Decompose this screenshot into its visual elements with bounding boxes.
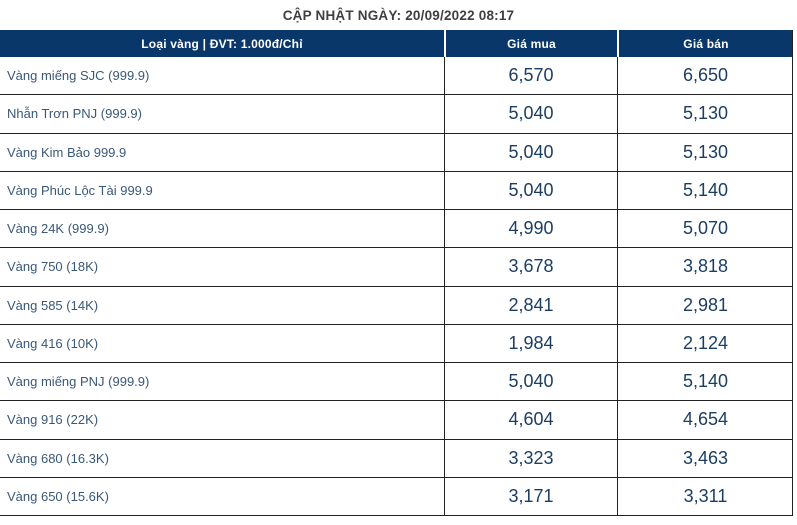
cell-gold-type: Vàng 650 (15.6K) xyxy=(7,488,109,504)
cell-sell-price: 2,124 xyxy=(617,324,793,362)
table-row: Vàng miếng PNJ (999.9) 5,040 5,140 xyxy=(0,363,793,402)
cell-buy-price: 3,678 xyxy=(444,248,617,286)
header-cell-gold-type: Loại vàng | ĐVT: 1.000đ/Chỉ xyxy=(141,36,303,51)
cell-gold-type: Vàng Kim Bảo 999.9 xyxy=(7,144,127,160)
table-row: Vàng miếng SJC (999.9) 6,570 6,650 xyxy=(0,57,793,96)
cell-buy-price: 5,040 xyxy=(444,95,617,133)
table-row: Vàng Phúc Lộc Tài 999.9 5,040 5,140 xyxy=(0,171,793,210)
table-row: Vàng 585 (14K) 2,841 2,981 xyxy=(0,286,793,325)
cell-sell-price: 2,981 xyxy=(617,286,793,324)
cell-gold-type: Vàng 416 (10K) xyxy=(7,335,99,351)
cell-buy-price: 5,040 xyxy=(444,133,617,171)
table-row: Vàng 916 (22K) 4,604 4,654 xyxy=(0,401,793,440)
cell-sell-price: 3,818 xyxy=(617,248,793,286)
cell-gold-type: Nhẫn Trơn PNJ (999.9) xyxy=(7,106,142,122)
cell-buy-price: 4,990 xyxy=(444,210,617,248)
update-date-bar: CẬP NHẬT NGÀY: 20/09/2022 08:17 xyxy=(0,0,797,30)
cell-sell-price: 3,311 xyxy=(617,477,793,515)
cell-sell-price: 5,140 xyxy=(617,363,793,401)
cell-gold-type: Vàng 585 (14K) xyxy=(7,297,99,313)
table-header-row: Loại vàng | ĐVT: 1.000đ/Chỉ Giá mua Giá … xyxy=(0,30,792,57)
cell-buy-price: 3,171 xyxy=(444,477,617,515)
cell-buy-price: 5,040 xyxy=(444,363,617,401)
cell-sell-price: 5,140 xyxy=(617,171,793,209)
cell-sell-price: 6,650 xyxy=(617,57,793,95)
table-row: Vàng Kim Bảo 999.9 5,040 5,130 xyxy=(0,133,793,172)
cell-gold-type: Vàng miếng SJC (999.9) xyxy=(7,68,150,84)
table-row: Vàng 24K (999.9) 4,990 5,070 xyxy=(0,210,793,249)
header-cell-buy-price: Giá mua xyxy=(444,30,617,57)
cell-buy-price: 2,841 xyxy=(444,286,617,324)
cell-buy-price: 6,570 xyxy=(444,57,617,95)
table-row: Vàng 750 (18K) 3,678 3,818 xyxy=(0,248,793,287)
cell-sell-price: 3,463 xyxy=(617,439,793,477)
table-row: Vàng 650 (15.6K) 3,171 3,311 xyxy=(0,477,793,516)
cell-buy-price: 3,323 xyxy=(444,439,617,477)
gold-price-table: Loại vàng | ĐVT: 1.000đ/Chỉ Giá mua Giá … xyxy=(0,30,793,516)
cell-gold-type: Vàng 750 (18K) xyxy=(7,259,99,275)
table-row: Vàng 680 (16.3K) 3,323 3,463 xyxy=(0,439,793,478)
cell-sell-price: 5,130 xyxy=(617,95,793,133)
cell-sell-price: 5,070 xyxy=(617,210,793,248)
cell-sell-price: 4,654 xyxy=(617,401,793,439)
cell-sell-price: 5,130 xyxy=(617,133,793,171)
header-cell-sell-price: Giá bán xyxy=(617,30,793,57)
table-row: Nhẫn Trơn PNJ (999.9) 5,040 5,130 xyxy=(0,95,793,134)
table-body: Vàng miếng SJC (999.9) 6,570 6,650 Nhẫn … xyxy=(0,57,792,516)
table-row: Vàng 416 (10K) 1,984 2,124 xyxy=(0,324,793,363)
cell-buy-price: 1,984 xyxy=(444,324,617,362)
cell-gold-type: Vàng 24K (999.9) xyxy=(7,221,109,237)
cell-buy-price: 4,604 xyxy=(444,401,617,439)
update-date-text: CẬP NHẬT NGÀY: 20/09/2022 08:17 xyxy=(282,7,515,23)
cell-gold-type: Vàng 916 (22K) xyxy=(7,412,99,428)
cell-buy-price: 5,040 xyxy=(444,171,617,209)
cell-gold-type: Vàng Phúc Lộc Tài 999.9 xyxy=(7,182,153,198)
cell-gold-type: Vàng 680 (16.3K) xyxy=(7,450,109,466)
cell-gold-type: Vàng miếng PNJ (999.9) xyxy=(7,374,150,390)
